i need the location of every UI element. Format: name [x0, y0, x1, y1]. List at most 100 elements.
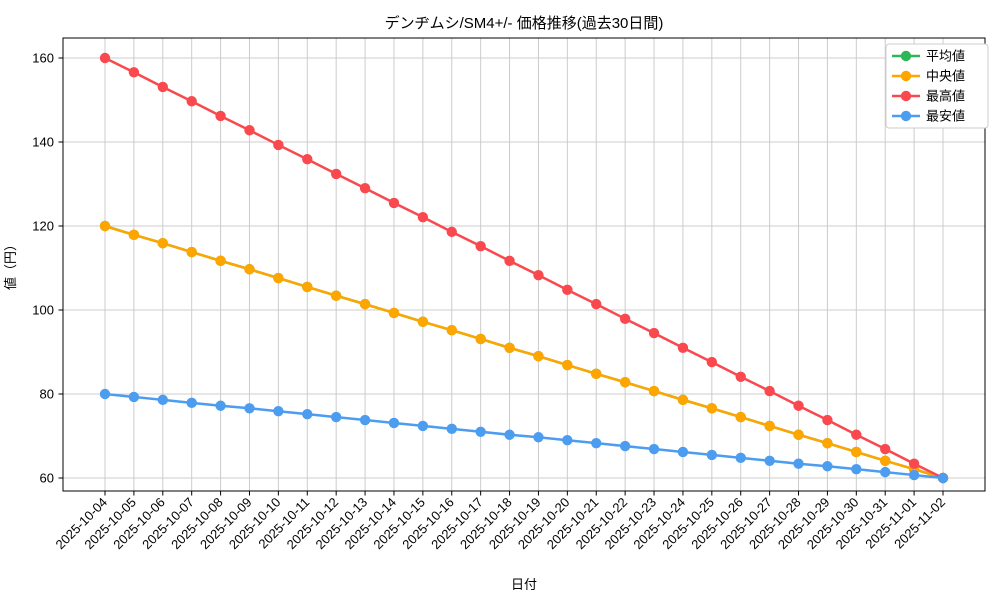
data-point-min — [446, 423, 457, 435]
y-tick-label: 160 — [32, 51, 54, 66]
data-point-max — [706, 356, 718, 368]
data-point-max — [648, 327, 660, 339]
data-point-min — [908, 469, 920, 481]
data-point-max — [764, 385, 775, 397]
chart-title: デンヂムシ/SM4+/- 価格推移(過去30日間) — [385, 14, 664, 32]
data-point-median — [706, 403, 718, 414]
y-tick-label: 120 — [32, 219, 54, 234]
series-median — [99, 220, 949, 484]
data-point-median — [562, 359, 573, 371]
legend-marker-max — [900, 90, 912, 102]
data-point-max — [417, 211, 429, 223]
data-point-median — [475, 333, 486, 345]
data-point-max — [215, 110, 226, 122]
data-point-median — [157, 238, 168, 249]
data-point-min — [648, 443, 660, 455]
legend-label-median: 中央値 — [926, 69, 965, 84]
data-point-median — [359, 298, 371, 310]
data-point-median — [128, 229, 140, 241]
legend-item-max: 最高値 — [892, 89, 965, 104]
data-point-max — [562, 284, 573, 296]
legend-label-max: 最高値 — [926, 89, 965, 104]
data-point-median — [677, 394, 689, 406]
data-point-median — [735, 411, 746, 423]
data-point-median — [822, 437, 833, 449]
data-point-min — [851, 463, 862, 475]
data-point-max — [446, 226, 457, 238]
data-point-max — [822, 414, 833, 426]
legend-marker-mean — [900, 50, 912, 62]
data-point-min — [157, 394, 168, 406]
data-point-min — [244, 403, 255, 414]
data-point-min — [475, 426, 486, 437]
data-point-min — [591, 437, 602, 449]
data-point-min — [99, 388, 111, 400]
data-point-max — [533, 269, 544, 281]
data-point-max — [851, 429, 862, 440]
data-point-max — [186, 96, 197, 107]
data-point-max — [157, 81, 168, 93]
data-point-max — [908, 458, 920, 469]
data-point-min — [504, 429, 515, 440]
data-point-min — [533, 432, 544, 443]
data-point-min — [330, 411, 342, 423]
data-point-max — [128, 67, 140, 78]
data-point-max — [735, 371, 746, 382]
y-tick-label: 80 — [40, 387, 54, 402]
data-point-max — [273, 139, 284, 151]
data-point-min — [822, 461, 833, 472]
data-point-min — [735, 452, 746, 464]
x-axis-label: 日付 — [511, 577, 537, 592]
data-point-min — [677, 446, 689, 458]
data-point-max — [244, 125, 255, 136]
legend-label-mean: 平均値 — [926, 49, 965, 64]
data-point-median — [793, 429, 804, 440]
series-max — [99, 52, 949, 484]
data-point-min — [273, 406, 284, 417]
y-tick-label: 60 — [40, 471, 54, 486]
data-point-median — [648, 385, 660, 397]
data-point-median — [273, 272, 284, 284]
legend-box — [885, 43, 989, 129]
data-point-median — [302, 281, 313, 293]
series-min — [99, 388, 949, 484]
data-point-min — [302, 408, 313, 420]
data-point-median — [417, 316, 429, 327]
data-point-min — [388, 417, 400, 429]
legend-marker-median — [900, 70, 912, 82]
plot-border — [62, 37, 986, 492]
legend-marker-min — [900, 110, 912, 122]
y-tick-label: 100 — [32, 303, 54, 318]
data-point-median — [851, 446, 862, 458]
data-point-max — [880, 443, 891, 455]
data-point-max — [504, 255, 515, 267]
data-point-min — [417, 420, 429, 432]
data-point-min — [764, 455, 775, 466]
data-point-max — [619, 313, 631, 325]
data-point-median — [388, 307, 400, 319]
legend-item-mean: 平均値 — [892, 49, 965, 64]
data-point-median — [533, 351, 544, 362]
y-axis-label: 値（円） — [3, 238, 18, 290]
data-point-min — [186, 397, 197, 409]
axis-ticks: 2025-10-042025-10-052025-10-062025-10-07… — [32, 51, 948, 553]
data-point-max — [388, 197, 400, 209]
y-tick-label: 140 — [32, 135, 54, 150]
data-point-max — [302, 154, 313, 165]
data-point-median — [215, 255, 226, 267]
data-point-median — [880, 455, 891, 466]
data-point-min — [793, 458, 804, 469]
data-point-median — [186, 246, 197, 258]
data-point-max — [330, 168, 342, 180]
data-point-median — [446, 324, 457, 336]
data-point-median — [619, 377, 631, 388]
data-point-min — [937, 472, 949, 484]
data-point-max — [475, 240, 486, 252]
data-point-max — [99, 52, 111, 64]
legend-item-median: 中央値 — [892, 69, 965, 84]
series-line-median — [104, 224, 944, 480]
data-point-min — [562, 435, 573, 446]
data-point-min — [619, 440, 631, 452]
